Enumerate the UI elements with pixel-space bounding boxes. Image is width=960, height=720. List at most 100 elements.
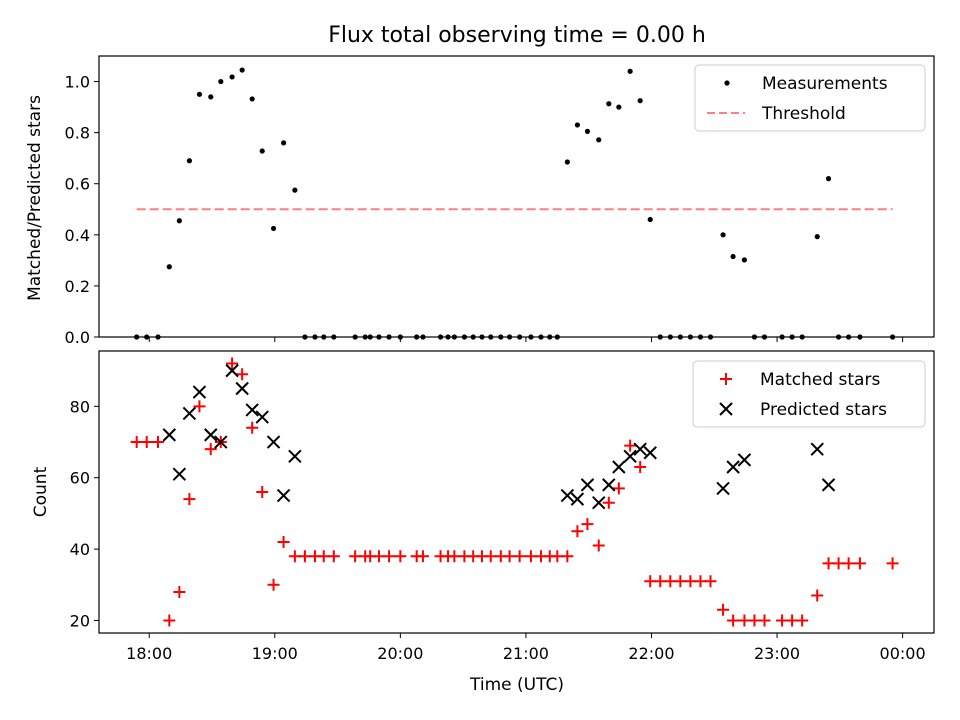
measurement-point [270,225,277,232]
matched-star-point [288,550,301,563]
predicted-star-point [172,467,187,481]
legend-label-measurements: Measurements [762,74,888,94]
matched-star-point [571,525,584,538]
measurement-point [574,122,580,128]
matched-star-point [373,550,386,563]
legend-marker-matched [720,373,732,385]
y-tick-label: 0.4 [65,226,90,245]
matched-star-point [853,557,866,570]
measurement-point [825,176,832,182]
matched-star-point [738,614,751,627]
matched-star-point [644,575,657,588]
y-tick-label: 60 [70,469,90,488]
measurement-point [596,137,602,143]
x-tick-label: 23:00 [754,644,800,663]
predicted-star-point [726,460,740,474]
matched-star-point [592,539,605,552]
top-plot-area: 0.0 0.2 0.4 0.6 0.8 1.0 [65,67,904,347]
predicted-star-point [214,435,228,449]
matched-star-point [664,575,677,588]
matched-star-point [503,550,516,563]
matched-star-point [551,550,564,563]
measurement-point [176,218,182,224]
matched-star-point [684,575,697,588]
matched-star-point [277,535,290,548]
matched-star-point [267,578,280,591]
predicted-star-point [182,406,197,421]
measurement-point [616,104,622,110]
matched-star-point [748,614,761,627]
matched-star-point [394,550,407,563]
matched-star-point [163,614,176,627]
bottom-axes-frame [98,350,935,634]
predicted-star-point [225,363,239,378]
matched-star-point [317,550,330,563]
x-tick-label: 00:00 [880,644,926,663]
matched-star-point [886,557,899,570]
predicted-star-point [560,488,575,503]
bottom-y-axis-label: Count [31,466,51,517]
matched-star-point [694,575,707,588]
legend-label-threshold: Threshold [761,104,846,124]
predicted-star-point [623,449,637,464]
measurement-point [186,158,193,164]
bottom-legend-frame [692,360,926,428]
matched-star-point [842,557,855,570]
measurement-point [208,94,214,100]
matched-star-point [349,550,362,563]
matched-star-point [811,589,824,602]
matched-star-point [602,496,615,509]
predicted-star-point [592,496,606,510]
predicted-star-point [235,381,249,396]
measurement-point [741,257,747,263]
x-tick-label: 19:00 [252,644,298,663]
y-tick-label: 0.6 [65,175,90,194]
matched-star-point [193,400,206,413]
measurement-point [730,253,736,260]
matched-star-point [704,575,717,588]
y-tick-label: 0.2 [65,277,90,296]
legend-label-predicted: Predicted stars [760,400,887,420]
predicted-star-point [580,478,595,492]
matched-star-point [484,550,497,563]
top-y-axis-label: Matched/Predicted stars [25,95,45,301]
measurement-point [627,68,633,74]
measurement-point [166,264,172,270]
y-tick-label: 20 [70,612,90,631]
legend-marker-measurements [724,80,730,86]
predicted-star-point [810,442,824,456]
legend-label-matched: Matched stars [760,370,880,390]
x-tick-label: 22:00 [628,644,674,663]
measurement-point [196,91,203,97]
matched-star-point [140,436,153,449]
matched-star-point [226,357,239,370]
matched-star-point [152,436,165,449]
y-tick-label: 0.0 [65,328,90,347]
y-tick-label: 1.0 [65,73,90,92]
x-axis-label: Time (UTC) [469,675,564,695]
measurement-point [814,234,820,240]
measurement-point [564,159,570,165]
predicted-star-point [821,478,836,492]
matched-star-point [654,575,667,588]
measurement-point [292,187,298,193]
matched-star-point [624,439,637,452]
matched-star-point [524,550,537,563]
matched-star-point [581,518,594,531]
measurement-point [259,148,265,154]
matched-star-point [130,436,143,449]
y-tick-label: 0.8 [65,124,90,143]
matched-star-point [634,461,647,474]
measurement-point [280,140,287,146]
predicted-star-point [192,385,207,399]
matched-star-point [173,585,186,598]
matched-star-point [612,482,625,495]
measurement-point [239,67,245,73]
predicted-star-point [204,428,218,442]
matched-star-point [727,614,740,627]
predicted-star-point [737,453,752,467]
measurement-point [637,98,643,104]
matched-star-point [674,575,687,588]
predicted-star-point [255,410,269,424]
matched-star-point [416,550,429,563]
